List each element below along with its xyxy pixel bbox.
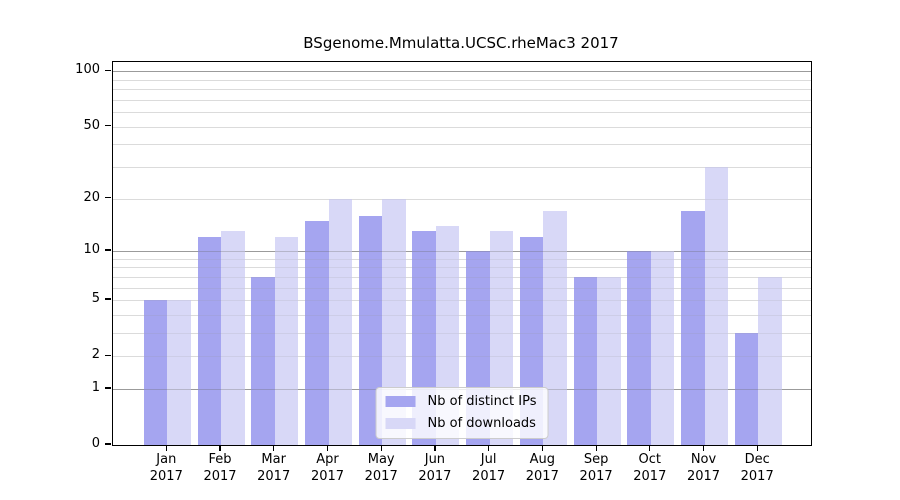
legend-entry-nb-of-distinct-ips: Nb of distinct IPs xyxy=(385,394,537,409)
gridline-y-60 xyxy=(113,112,811,114)
x-tick-label-aug: Aug 2017 xyxy=(525,452,559,484)
plot-area: Nb of distinct IPs Nb of downloads xyxy=(112,61,812,446)
x-tick-mar xyxy=(273,445,275,451)
y-tick-10 xyxy=(104,249,111,251)
x-tick-sep xyxy=(595,445,597,451)
bar-nb-of-distinct-ips-oct xyxy=(627,250,651,445)
bar-nb-of-distinct-ips-mar xyxy=(251,276,275,445)
gridline-y-20 xyxy=(113,198,811,200)
gridline-y-6 xyxy=(113,287,811,289)
bar-nb-of-downloads-jan xyxy=(167,300,191,445)
y-tick-20 xyxy=(104,196,111,199)
gridline-y-2 xyxy=(113,356,811,358)
x-tick-may xyxy=(380,445,382,451)
bar-nb-of-downloads-mar xyxy=(274,237,299,445)
bar-nb-of-distinct-ips-sep xyxy=(573,276,598,445)
gridline-y-40 xyxy=(113,144,811,146)
y-tick-100 xyxy=(104,69,111,72)
x-tick-aug xyxy=(541,445,543,451)
y-tick-label-10: 10 xyxy=(83,241,100,257)
gridline-y-30 xyxy=(113,167,811,168)
x-tick-label-jun: Jun 2017 xyxy=(418,452,452,484)
legend-label-nb-of-distinct-ips: Nb of distinct IPs xyxy=(427,394,537,409)
gridline-y-70 xyxy=(113,99,811,101)
y-tick-label-20: 20 xyxy=(83,189,100,205)
legend-swatch-nb-of-downloads xyxy=(385,418,416,429)
gridline-y-100 xyxy=(113,71,811,73)
x-tick-label-jul: Jul 2017 xyxy=(472,452,506,484)
x-tick-apr xyxy=(326,445,329,451)
bar-nb-of-distinct-ips-jan xyxy=(143,300,168,445)
legend-swatch-nb-of-distinct-ips xyxy=(385,396,416,407)
y-tick-0 xyxy=(104,443,111,445)
gridline-y-5 xyxy=(113,300,811,301)
bar-nb-of-distinct-ips-nov xyxy=(681,211,705,445)
x-tick-label-may: May 2017 xyxy=(364,452,398,484)
gridline-y-3 xyxy=(113,332,811,334)
x-tick-label-oct: Oct 2017 xyxy=(633,452,667,484)
bar-nb-of-distinct-ips-apr xyxy=(305,220,329,445)
bar-nb-of-downloads-may xyxy=(382,198,406,445)
bar-nb-of-downloads-nov xyxy=(704,167,728,445)
legend: Nb of distinct IPs Nb of downloads xyxy=(375,387,549,439)
bar-nb-of-downloads-oct xyxy=(650,250,675,445)
legend-label-nb-of-downloads: Nb of downloads xyxy=(427,416,536,431)
x-tick-feb xyxy=(219,445,221,451)
y-tick-label-1: 1 xyxy=(91,379,100,395)
bar-nb-of-downloads-apr xyxy=(328,198,352,445)
bar-nb-of-downloads-feb xyxy=(221,231,245,445)
y-tick-label-50: 50 xyxy=(83,117,100,133)
x-tick-nov xyxy=(702,445,705,451)
x-tick-label-dec: Dec 2017 xyxy=(740,452,774,484)
x-tick-label-feb: Feb 2017 xyxy=(203,452,237,484)
gridline-y-7 xyxy=(113,276,811,278)
gridline-y-8 xyxy=(113,267,811,269)
chart-title: BSgenome.Mmulatta.UCSC.rheMac3 2017 xyxy=(303,34,619,52)
gridline-y-4 xyxy=(113,314,811,316)
y-tick-label-5: 5 xyxy=(91,291,100,306)
x-tick-label-jan: Jan 2017 xyxy=(149,452,183,484)
bar-nb-of-downloads-dec xyxy=(758,276,782,445)
x-tick-dec xyxy=(756,445,758,451)
x-tick-label-mar: Mar 2017 xyxy=(257,452,291,484)
y-tick-2 xyxy=(104,354,111,356)
bar-nb-of-downloads-aug xyxy=(543,211,567,445)
gridline-y-90 xyxy=(113,79,811,81)
y-tick-1 xyxy=(104,387,111,389)
y-tick-5 xyxy=(104,298,111,300)
gridline-y-50 xyxy=(113,126,811,128)
gridline-y-10 xyxy=(113,250,811,252)
bar-nb-of-downloads-sep xyxy=(597,276,621,445)
x-tick-label-apr: Apr 2017 xyxy=(310,452,345,484)
bar-nb-of-distinct-ips-feb xyxy=(197,237,221,445)
bar-nb-of-distinct-ips-dec xyxy=(734,332,759,445)
x-tick-label-nov: Nov 2017 xyxy=(686,452,721,484)
x-tick-jul xyxy=(488,445,490,451)
y-tick-label-0: 0 xyxy=(91,436,100,451)
legend-entry-nb-of-downloads: Nb of downloads xyxy=(385,416,537,431)
y-tick-label-2: 2 xyxy=(91,347,100,363)
x-tick-oct xyxy=(649,445,651,451)
y-tick-label-100: 100 xyxy=(75,62,100,78)
gridline-y-80 xyxy=(113,89,811,91)
x-tick-label-sep: Sep 2017 xyxy=(579,452,613,484)
y-tick-50 xyxy=(104,125,111,127)
x-tick-jan xyxy=(165,445,167,451)
x-tick-jun xyxy=(434,445,436,451)
gridline-y-9 xyxy=(113,258,811,260)
